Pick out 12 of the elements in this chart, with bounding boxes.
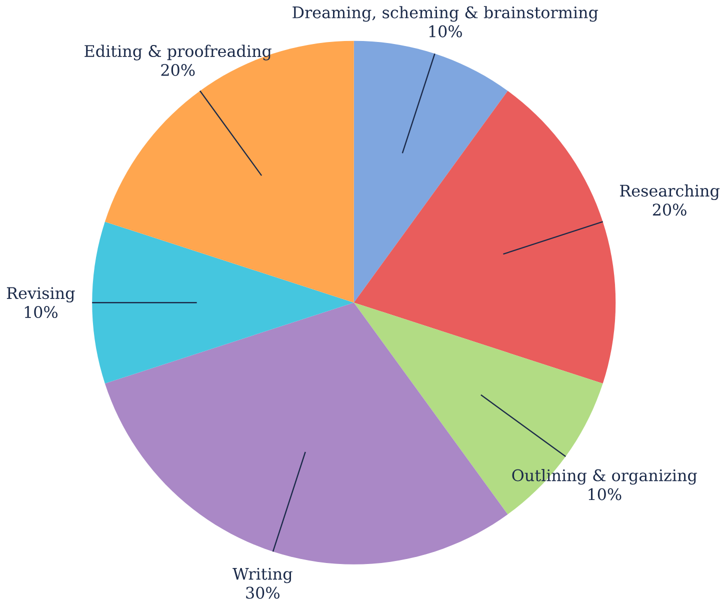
- slice-label: Revising: [6, 287, 75, 302]
- slice-label: Outlining & organizing: [512, 469, 697, 485]
- data-label: 10%: [588, 488, 622, 500]
- slice-label: Researching: [620, 184, 720, 200]
- slice-label: Writing: [232, 568, 292, 584]
- slice-label: Dreaming, scheming & brainstorming: [292, 6, 598, 22]
- data-label: 20%: [161, 64, 195, 76]
- data-label: 30%: [246, 586, 280, 599]
- data-label: 10%: [429, 25, 462, 38]
- slice-label: Editing & proofreading: [84, 44, 272, 60]
- data-label: 10%: [24, 306, 58, 318]
- data-label: 20%: [652, 204, 686, 216]
